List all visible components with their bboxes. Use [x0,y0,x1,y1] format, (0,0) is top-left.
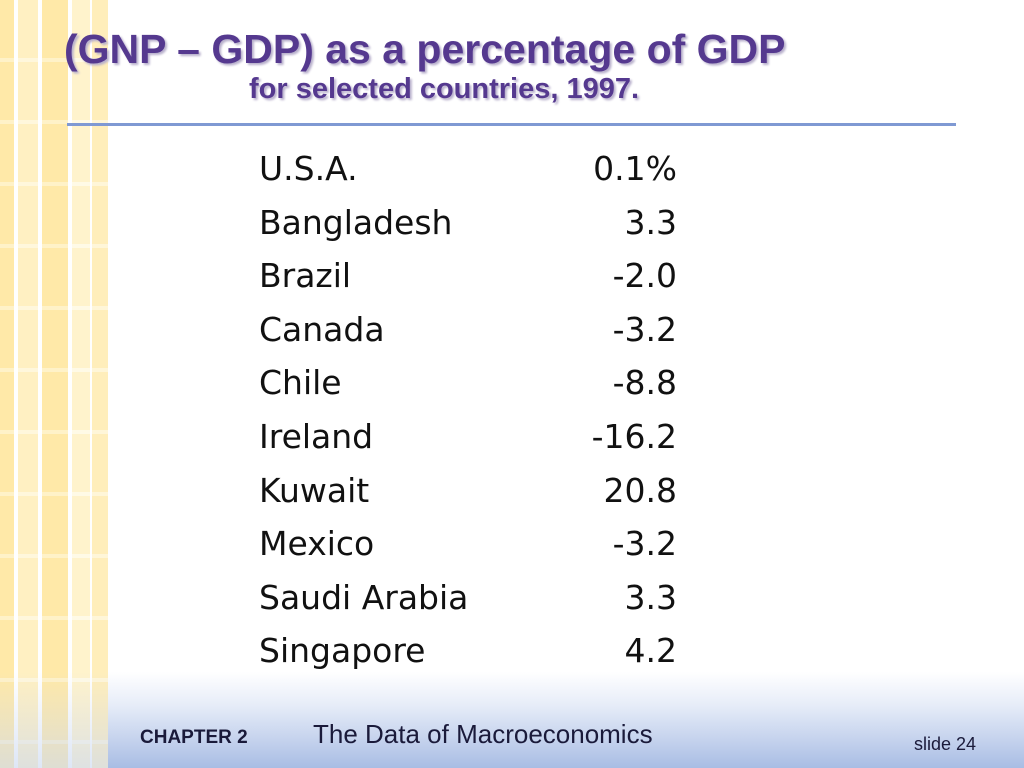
title-divider [67,123,956,126]
gnp-gdp-value: 3.3 [624,202,677,242]
stripe-column [0,0,14,768]
gnp-gdp-value: -3.2 [612,309,677,349]
slide-number: slide 24 [913,734,976,754]
footer-band [108,672,1024,768]
title-block: (GNP – GDP) as a percentage of GDP for s… [64,26,954,106]
gnp-gdp-value: 20.8 [603,470,677,510]
country-name: Bangladesh [259,202,453,242]
stripe-column [92,0,108,768]
country-name: Mexico [259,524,375,564]
gnp-gdp-value: -16.2 [591,416,677,456]
slide-subtitle: for selected countries, 1997. [249,73,640,105]
gnp-gdp-value: 3.3 [624,577,677,617]
country-name: U.S.A. [259,149,358,188]
country-name: Chile [259,363,342,403]
stripe-column [18,0,38,768]
gnp-gdp-value: -8.8 [612,363,677,403]
slide-title: (GNP – GDP) as a percentage of GDP [64,26,786,72]
footer-band-left [0,672,108,768]
gnp-gdp-value: 0.1% [593,149,677,188]
stripe-column [42,0,68,768]
country-name: Kuwait [259,470,370,510]
gnp-gdp-value: 4.2 [624,631,677,671]
gnp-gdp-value: -2.0 [612,256,677,296]
stripe-column [72,0,90,768]
gnp-gdp-value: -3.2 [612,524,677,564]
country-name: Singapore [259,631,426,671]
country-name: Brazil [259,256,352,296]
country-name: Canada [259,309,385,349]
country-name: Ireland [259,416,374,456]
country-name: Saudi Arabia [259,577,469,617]
chapter-label: CHAPTER 2 [140,727,248,748]
decorative-stripes [0,0,108,768]
chapter-title: The Data of Macroeconomics [313,719,653,749]
